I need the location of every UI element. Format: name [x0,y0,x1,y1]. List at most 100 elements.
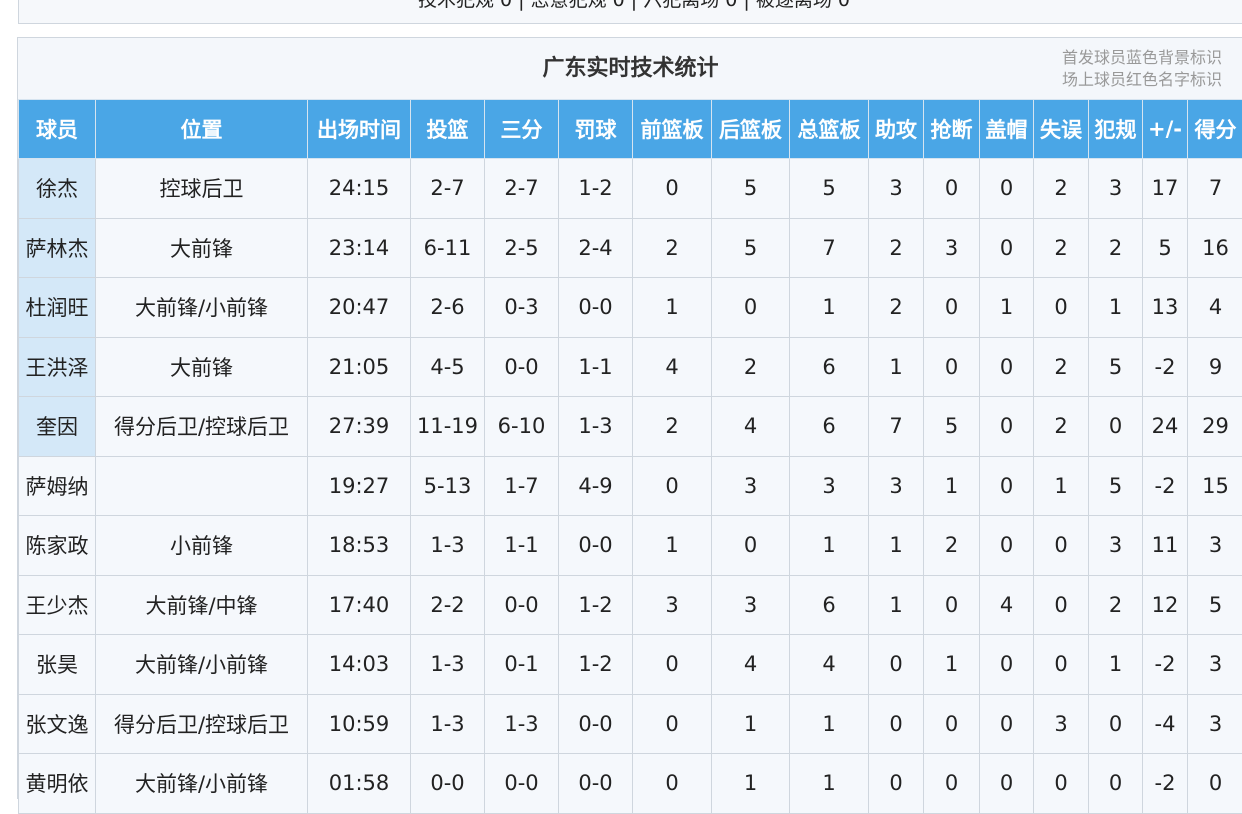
stat-cell: 6 [790,337,869,397]
stat-cell: 27:39 [308,397,411,457]
column-header[interactable]: 位置 [96,100,308,159]
legend-on-court: 场上球员红色名字标识 [1062,69,1222,91]
stat-cell: 0 [633,754,712,814]
player-name[interactable]: 张文逸 [19,694,96,754]
stat-cell: 2 [924,516,980,576]
stat-cell: 1 [869,575,924,635]
player-name[interactable]: 奎因 [19,397,96,457]
stat-cell: 3 [1188,516,1242,576]
stat-cell: 2 [1034,397,1089,457]
stat-cell: 2 [633,397,712,457]
column-header[interactable]: 犯规 [1089,100,1143,159]
stat-cell: 1 [869,516,924,576]
stats-table: 球员位置出场时间投篮三分罚球前篮板后篮板总篮板助攻抢断盖帽失误犯规+/-得分 徐… [18,99,1242,814]
stat-cell: 1 [712,694,790,754]
stat-cell: -2 [1143,754,1188,814]
stat-cell: 1-3 [411,635,485,695]
stat-cell: 20:47 [308,278,411,338]
stat-cell: 0 [980,516,1034,576]
stat-cell: 29 [1188,397,1242,457]
stat-cell: 小前锋 [96,516,308,576]
stat-cell: 1-7 [485,456,559,516]
stat-cell: 1-2 [559,635,633,695]
column-header[interactable]: 三分 [485,100,559,159]
stat-cell: 4-5 [411,337,485,397]
stat-cell: 3 [924,218,980,278]
stat-cell: 1 [790,694,869,754]
column-header[interactable]: 后篮板 [712,100,790,159]
player-name[interactable]: 王少杰 [19,575,96,635]
stat-cell: 0-0 [485,575,559,635]
stat-cell: 6-11 [411,218,485,278]
column-header[interactable]: 总篮板 [790,100,869,159]
stat-cell: 4 [712,397,790,457]
player-name[interactable]: 萨林杰 [19,218,96,278]
stat-cell: 5 [1089,456,1143,516]
stat-cell: 大前锋/小前锋 [96,278,308,338]
stat-cell: 3 [1089,516,1143,576]
column-header[interactable]: 出场时间 [308,100,411,159]
stat-cell: 5 [712,218,790,278]
column-header[interactable]: 助攻 [869,100,924,159]
stat-cell: 4 [1188,278,1242,338]
player-name[interactable]: 张昊 [19,635,96,695]
stat-cell: 0 [869,694,924,754]
stat-cell: 1-1 [559,337,633,397]
column-header[interactable]: 前篮板 [633,100,712,159]
stat-cell: 1-1 [485,516,559,576]
stat-cell: 1-3 [411,694,485,754]
stat-cell: 0 [924,575,980,635]
player-name[interactable]: 萨姆纳 [19,456,96,516]
column-header[interactable]: 罚球 [559,100,633,159]
stat-cell: 0 [980,159,1034,219]
stat-cell: 6-10 [485,397,559,457]
column-header[interactable]: 得分 [1188,100,1242,159]
stat-cell: 1 [869,337,924,397]
stat-cell: 1-2 [559,575,633,635]
stat-cell: 0 [1089,397,1143,457]
player-name[interactable]: 徐杰 [19,159,96,219]
stat-cell: 0 [712,278,790,338]
stat-cell: 1 [1089,635,1143,695]
stat-cell: 11 [1143,516,1188,576]
column-header[interactable]: 投篮 [411,100,485,159]
stat-cell: 0 [712,516,790,576]
stat-cell: 3 [633,575,712,635]
stat-cell: 9 [1188,337,1242,397]
player-name[interactable]: 黄明依 [19,754,96,814]
column-header[interactable]: +/- [1143,100,1188,159]
stat-cell: 0 [924,337,980,397]
stat-cell: 6 [790,397,869,457]
column-header[interactable]: 盖帽 [980,100,1034,159]
stat-cell: 大前锋 [96,218,308,278]
stat-cell: 4 [790,635,869,695]
stat-cell: -4 [1143,694,1188,754]
player-name[interactable]: 杜润旺 [19,278,96,338]
column-header[interactable]: 球员 [19,100,96,159]
stat-cell: 4-9 [559,456,633,516]
stat-cell: 0 [980,337,1034,397]
stat-cell: 0 [1034,635,1089,695]
stat-cell: 0 [980,635,1034,695]
stat-cell: -2 [1143,456,1188,516]
stat-cell: 11-19 [411,397,485,457]
stat-cell: 15 [1188,456,1242,516]
column-header[interactable]: 失误 [1034,100,1089,159]
player-name[interactable]: 王洪泽 [19,337,96,397]
stat-cell: 2 [1034,337,1089,397]
column-header[interactable]: 抢断 [924,100,980,159]
stat-cell: 0 [924,694,980,754]
player-name[interactable]: 陈家政 [19,516,96,576]
stat-cell: 0-0 [559,694,633,754]
header-row: 球员位置出场时间投篮三分罚球前篮板后篮板总篮板助攻抢断盖帽失误犯规+/-得分 [19,100,1242,159]
stat-cell: 0 [1034,575,1089,635]
stat-cell: 2 [633,218,712,278]
stat-cell: 0 [1188,754,1242,814]
stat-cell: 得分后卫/控球后卫 [96,397,308,457]
stat-cell: 1 [633,278,712,338]
stat-cell: 控球后卫 [96,159,308,219]
